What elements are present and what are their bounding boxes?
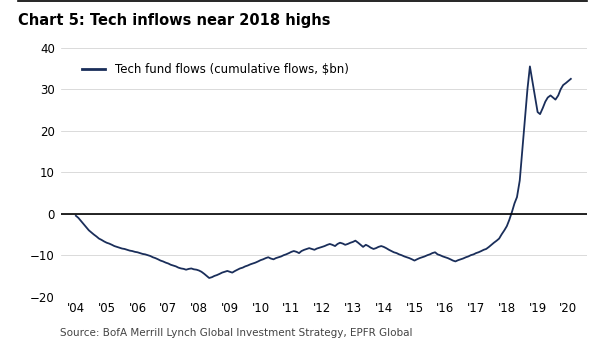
Text: Chart 5: Tech inflows near 2018 highs: Chart 5: Tech inflows near 2018 highs bbox=[18, 13, 331, 28]
Legend: Tech fund flows (cumulative flows, $bn): Tech fund flows (cumulative flows, $bn) bbox=[77, 59, 353, 81]
Text: Source: BofA Merrill Lynch Global Investment Strategy, EPFR Global: Source: BofA Merrill Lynch Global Invest… bbox=[60, 328, 413, 338]
